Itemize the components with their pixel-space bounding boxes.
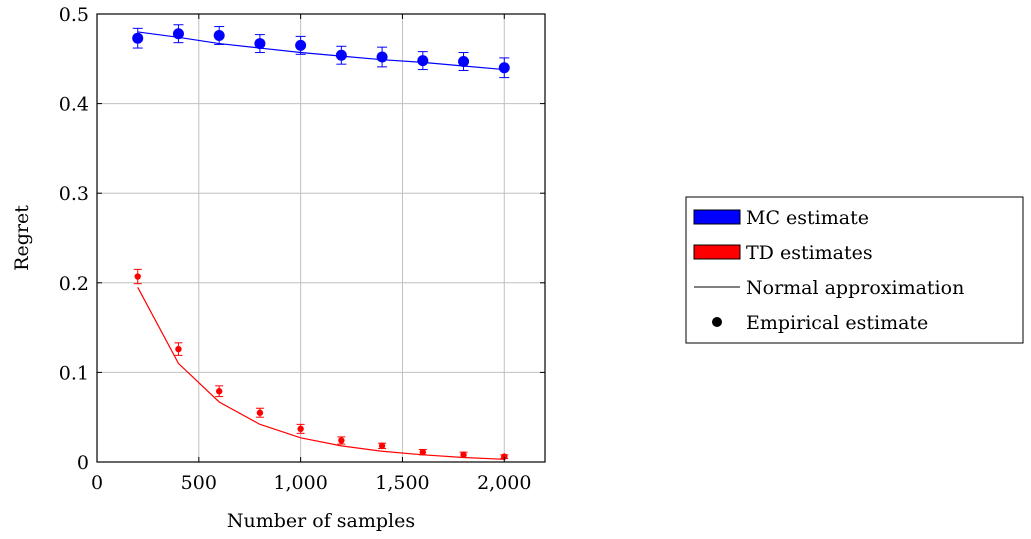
legend-swatch — [693, 209, 741, 225]
series-layer — [132, 24, 510, 460]
tick-labels: 0 500 1,000 1,500 2,000 0 0.1 0.2 0.3 0.4 0.5 — [59, 4, 532, 494]
legend-item: MC estimate — [693, 207, 869, 229]
x-tick-label: 1,500 — [375, 472, 429, 494]
empirical-point — [338, 437, 345, 444]
legend-item: Normal approximation — [694, 277, 964, 299]
y-tick-label: 0 — [77, 452, 89, 474]
empirical-point — [175, 345, 182, 353]
empirical-point — [215, 388, 223, 395]
legend-label: Empirical estimate — [746, 312, 928, 334]
empirical-point — [256, 409, 264, 416]
empirical-point — [376, 51, 388, 63]
legend-item: TD estimates — [693, 242, 873, 264]
y-tick-label: 0.3 — [59, 183, 89, 205]
series-1 — [133, 268, 509, 460]
legend-label: TD estimates — [746, 242, 873, 264]
empirical-point — [501, 453, 508, 460]
legend-box — [685, 196, 1024, 344]
empirical-point — [297, 425, 304, 433]
legend-items: MC estimate TD estimates Normal approximat… — [693, 207, 964, 334]
empirical-point — [458, 55, 470, 67]
empirical-point — [419, 448, 427, 456]
x-tick-label: 2,000 — [477, 472, 531, 494]
y-tick-label: 0.1 — [59, 362, 89, 384]
series-0 — [132, 24, 510, 79]
legend-label: Normal approximation — [746, 277, 964, 299]
legend-label: MC estimate — [746, 207, 869, 229]
x-tick-label: 1,000 — [273, 472, 327, 494]
normal-approximation-line — [137, 31, 505, 71]
empirical-point — [378, 442, 386, 450]
x-tick-label: 0 — [91, 472, 103, 494]
empirical-point — [134, 273, 141, 280]
empirical-point — [254, 38, 266, 50]
plot-frame — [96, 13, 546, 463]
empirical-point — [295, 39, 307, 51]
legend-item: Empirical estimate — [712, 312, 928, 334]
grid — [97, 14, 545, 462]
empirical-point — [498, 62, 510, 74]
normal-approximation-line — [137, 286, 505, 460]
ticks — [96, 13, 545, 463]
empirical-point — [172, 28, 184, 40]
x-tick-label: 500 — [181, 472, 217, 494]
empirical-point — [132, 32, 144, 44]
empirical-point — [335, 49, 347, 61]
y-tick-label: 0.2 — [59, 273, 89, 295]
y-axis-label: Regret — [11, 205, 33, 271]
empirical-point — [460, 451, 467, 459]
y-tick-label: 0.5 — [59, 4, 89, 26]
legend-swatch — [693, 244, 741, 260]
x-axis-label: Number of samples — [227, 510, 415, 532]
empirical-point — [417, 55, 429, 67]
legend-dot — [712, 317, 722, 327]
legend: MC estimate TD estimates Normal approximat… — [685, 196, 1024, 344]
y-tick-label: 0.4 — [59, 94, 89, 116]
empirical-point — [213, 30, 225, 42]
